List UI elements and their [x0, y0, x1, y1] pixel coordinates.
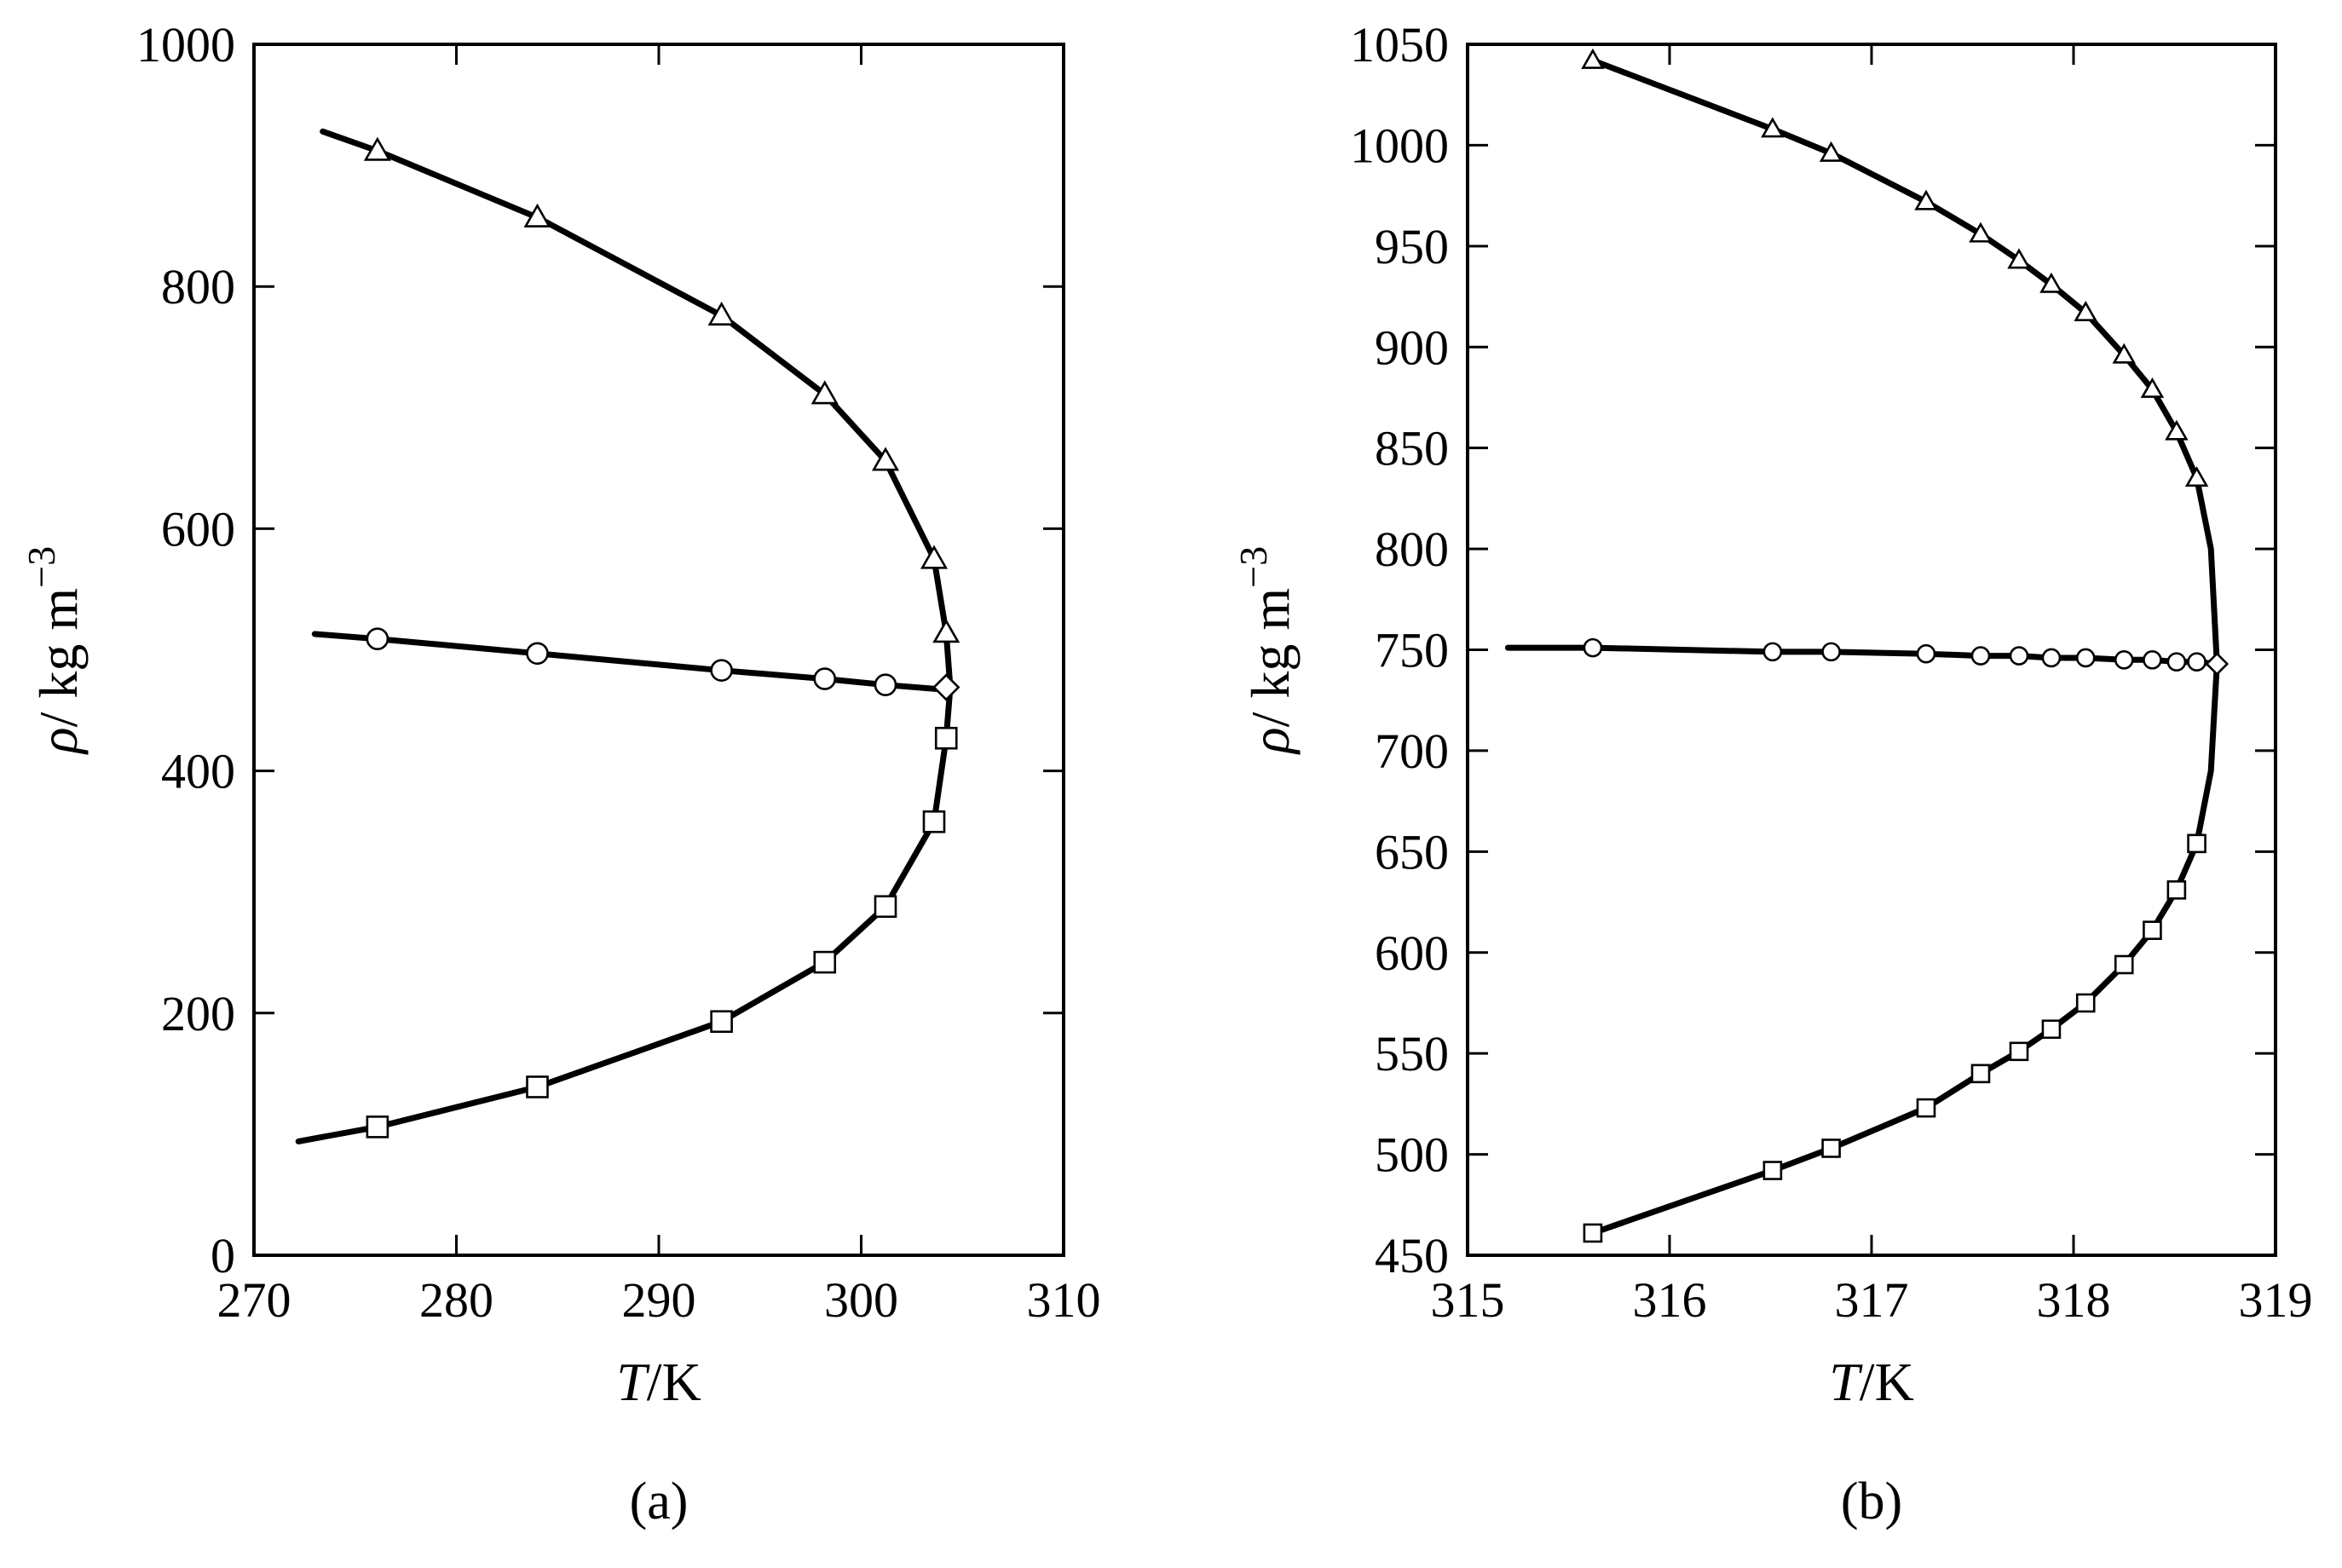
- triangle-marker: [2074, 300, 2097, 321]
- triangle-marker: [2039, 272, 2063, 293]
- x-tick-label: 270: [217, 1272, 291, 1328]
- triangle-marker: [523, 203, 551, 228]
- x-tick-label: 317: [1835, 1272, 1909, 1328]
- x-tick-label: 318: [2037, 1272, 2111, 1328]
- fit-curve: [1589, 57, 2220, 1237]
- y-tick-label: 400: [161, 744, 235, 799]
- x-axis-label: T/K: [1829, 1352, 1914, 1412]
- diamond-marker: [932, 673, 960, 701]
- y-tick-label: 850: [1375, 421, 1449, 476]
- triangle-marker: [2184, 466, 2209, 487]
- triangle-marker: [2140, 377, 2165, 398]
- triangle-marker: [1581, 48, 1605, 69]
- y-axis-label: ρ/ kg m−3: [20, 546, 89, 755]
- square-marker: [813, 950, 837, 974]
- x-tick-label: 315: [1431, 1272, 1505, 1328]
- triangle-marker: [2112, 343, 2136, 364]
- triangle-marker: [1819, 141, 1843, 162]
- triangle-marker: [932, 619, 960, 643]
- y-tick-label: 700: [1375, 723, 1449, 779]
- square-marker: [874, 895, 897, 919]
- x-tick-label: 316: [1633, 1272, 1707, 1328]
- square-marker: [1916, 1098, 1936, 1118]
- triangle-marker: [810, 380, 839, 405]
- panel-a: 270 280 290 300 310 0 200 400 600 800 1000 T/K ρ/ kg…: [20, 17, 1101, 1531]
- square-marker: [2143, 920, 2162, 940]
- y-tick-label: 1000: [136, 17, 235, 72]
- circle-marker: [2143, 650, 2162, 670]
- y-tick-label: 600: [161, 501, 235, 556]
- panel-label: (a): [630, 1473, 689, 1531]
- triangle-marker: [871, 447, 900, 471]
- triangle-marker: [2007, 248, 2031, 269]
- y-tick-label: 450: [1375, 1228, 1449, 1283]
- panel-b: 315 316 317 318 319 450 500 550 600 650 700 750 800 8…: [1232, 17, 2313, 1531]
- x-tick-label: 300: [824, 1272, 898, 1328]
- y-tick-label: 950: [1375, 219, 1449, 274]
- circle-marker: [1970, 646, 1991, 666]
- circle-marker: [2009, 646, 2029, 666]
- square-marker: [710, 1010, 733, 1034]
- circle-marker: [2114, 650, 2134, 670]
- y-tick-label: 800: [161, 259, 235, 314]
- y-tick-label: 900: [1375, 320, 1449, 375]
- y-tick-label: 1000: [1350, 118, 1449, 173]
- circle-marker: [2187, 652, 2206, 672]
- circle-marker: [526, 642, 549, 666]
- fit-curve: [311, 631, 949, 693]
- y-tick-label: 500: [1375, 1127, 1449, 1183]
- square-marker: [2166, 880, 2187, 900]
- y-tick-label: 750: [1375, 623, 1449, 678]
- circle-marker: [2075, 648, 2096, 668]
- circle-marker: [2166, 652, 2187, 672]
- square-marker: [1821, 1139, 1841, 1158]
- circle-marker: [1583, 637, 1603, 658]
- triangle-marker: [363, 136, 391, 161]
- fit-curve: [1504, 644, 2220, 667]
- square-marker: [2009, 1041, 2029, 1062]
- circle-marker: [1762, 642, 1783, 662]
- square-marker: [366, 1115, 389, 1139]
- x-tick-label: 280: [419, 1272, 493, 1328]
- circle-marker: [874, 673, 897, 697]
- square-marker: [1970, 1064, 1991, 1084]
- square-marker: [934, 726, 958, 750]
- y-tick-label: 1050: [1350, 17, 1449, 72]
- circle-marker: [1916, 643, 1936, 664]
- diamond-marker: [2205, 652, 2230, 676]
- triangle-marker: [920, 545, 949, 569]
- y-tick-label: 550: [1375, 1026, 1449, 1081]
- fit-curve: [295, 128, 954, 1144]
- circle-marker: [710, 659, 733, 682]
- square-marker: [2187, 833, 2206, 854]
- circle-marker: [366, 627, 389, 651]
- square-marker: [1583, 1223, 1603, 1243]
- y-tick-label: 600: [1375, 925, 1449, 981]
- square-marker: [2075, 993, 2096, 1013]
- triangle-marker: [2165, 419, 2189, 441]
- square-marker: [2041, 1019, 2062, 1040]
- square-marker: [1762, 1161, 1783, 1180]
- square-marker: [922, 810, 946, 833]
- y-tick-label: 200: [161, 986, 235, 1041]
- y-tick-label: 650: [1375, 824, 1449, 879]
- y-tick-label: 800: [1375, 522, 1449, 577]
- y-tick-label: 0: [211, 1228, 235, 1283]
- x-axis-label: T/K: [616, 1352, 701, 1412]
- x-tick-label: 290: [622, 1272, 696, 1328]
- triangle-marker: [707, 301, 735, 326]
- circle-marker: [2041, 648, 2062, 668]
- square-marker: [526, 1075, 549, 1098]
- circle-marker: [1821, 642, 1841, 662]
- square-marker: [2114, 954, 2134, 975]
- y-axis-label: ρ/ kg m−3: [1232, 546, 1301, 755]
- x-tick-label: 310: [1027, 1272, 1101, 1328]
- x-tick-label: 319: [2239, 1272, 2313, 1328]
- panel-label: (b): [1841, 1473, 1902, 1531]
- triangle-marker: [1969, 222, 1993, 243]
- triangle-marker: [1914, 189, 1938, 210]
- triangle-marker: [1761, 117, 1785, 138]
- circle-marker: [813, 667, 837, 690]
